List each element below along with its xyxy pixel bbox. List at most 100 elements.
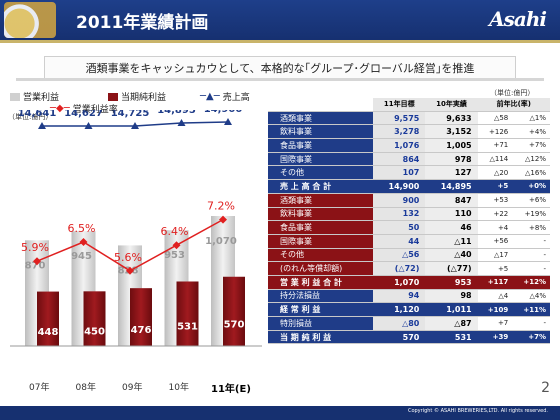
row-label: (のれん等償却額)	[268, 261, 374, 276]
table-row: 食品事業 1,076 1,005 +71 +7%	[268, 138, 550, 153]
row-label: 飲料事業	[268, 207, 374, 222]
row-label: 酒類事業	[268, 193, 374, 208]
row-diff: +39	[477, 330, 513, 345]
table-row: 経 常 利 益 1,120 1,011 +109 +11%	[268, 302, 550, 317]
row-pct: -	[512, 234, 550, 249]
row-label: 国際事業	[268, 152, 374, 167]
row-plan: 570	[373, 330, 426, 345]
page-title: 2011年業績計画	[76, 13, 209, 33]
row-plan: 1,070	[373, 275, 426, 290]
row-actual: 14,895	[425, 179, 478, 194]
sales-point	[131, 122, 139, 129]
legend-sales: ─▲─ 売上高	[200, 90, 250, 103]
op-margin-value-label: 7.2%	[207, 200, 235, 213]
row-pct: △12%	[512, 152, 550, 167]
row-label: 売 上 高 合 計	[268, 179, 374, 194]
row-actual: (△77)	[425, 261, 478, 276]
table-row: 酒類事業 900 847 +53 +6%	[268, 193, 550, 208]
row-plan: 132	[373, 207, 426, 222]
row-pct: △1%	[512, 111, 550, 126]
row-label: 飲料事業	[268, 124, 374, 140]
op-margin-point	[172, 241, 181, 250]
row-plan: 44	[373, 234, 426, 249]
row-pct: +12%	[512, 275, 550, 290]
row-plan: △80	[373, 316, 426, 331]
unit-right: （単位:億円）	[490, 89, 535, 97]
row-plan: 107	[373, 165, 426, 181]
banner-divider	[16, 78, 544, 81]
row-diff: +53	[477, 193, 513, 208]
row-actual: 3,152	[425, 124, 478, 140]
row-label: 酒類事業	[268, 111, 374, 126]
table-row: 国際事業 44 △11 +56-	[268, 234, 550, 249]
row-diff: +22	[477, 207, 513, 222]
header-plan: 11年目標	[373, 98, 426, 112]
row-pct: -	[512, 261, 550, 276]
row-actual: 46	[425, 220, 478, 235]
row-actual: 847	[425, 193, 478, 208]
table-row: その他 107 127 △20 △16%	[268, 165, 550, 181]
row-plan: 9,575	[373, 111, 426, 126]
net-income-value-label: 531	[177, 322, 198, 333]
row-plan: 1,076	[373, 138, 426, 153]
net-income-bar	[223, 276, 245, 346]
row-diff: +71	[477, 138, 513, 153]
x-axis-label: 08年	[75, 383, 96, 393]
row-diff: +7	[477, 316, 513, 331]
row-diff: +5	[477, 261, 513, 276]
row-diff: △114	[477, 152, 513, 167]
row-label: その他	[268, 248, 374, 263]
table-row: 飲料事業 132 110 +22 +19%	[268, 207, 550, 222]
row-pct: △16%	[512, 165, 550, 181]
row-pct: +19%	[512, 207, 550, 222]
row-plan: 50	[373, 220, 426, 235]
copyright: Copyright © ASAHI BREWERIES,LTD. All rig…	[407, 408, 548, 414]
strategy-banner: 酒類事業をキャッシュカウとして、本格的な｢グループ･グローバル経営｣を推進	[44, 56, 516, 80]
legend-op-profit-label: 営業利益	[23, 93, 60, 103]
op-profit-value-label: 1,070	[205, 236, 237, 247]
table-row: 酒類事業 9,575 9,633 △58 △1%	[268, 111, 550, 126]
row-plan: 864	[373, 152, 426, 167]
legend-sales-label: 売上高	[222, 93, 250, 103]
row-diff: △58	[477, 111, 513, 126]
row-plan: 1,120	[373, 302, 426, 317]
row-actual: 1,005	[425, 138, 478, 153]
sales-value-label: 14,900	[204, 110, 243, 115]
row-actual: 110	[425, 207, 478, 222]
row-pct: +0%	[512, 179, 550, 194]
row-pct: -	[512, 316, 550, 331]
x-axis-label: 11年(E)	[211, 384, 251, 395]
x-axis-label: 09年	[122, 383, 143, 393]
legend-op-margin: ─◆─ 営業利益率	[50, 102, 118, 115]
row-plan: 14,900	[373, 179, 426, 194]
legend-net-income: 当期純利益	[108, 90, 166, 103]
legend-op-profit: 営業利益	[10, 90, 59, 103]
sales-point	[38, 122, 46, 129]
op-margin-point	[219, 215, 227, 224]
row-actual: △87	[425, 316, 478, 331]
row-plan: 3,278	[373, 124, 426, 140]
legend-sales-marker: ─▲─	[200, 91, 220, 102]
row-actual: 1,011	[425, 302, 478, 317]
row-pct: +11%	[512, 302, 550, 317]
row-actual: 531	[425, 330, 478, 345]
op-margin-value-label: 5.9%	[21, 241, 49, 254]
footer-bar: Copyright © ASAHI BREWERIES,LTD. All rig…	[0, 406, 560, 420]
net-income-value-label: 476	[131, 325, 152, 336]
row-pct: +4%	[512, 124, 550, 140]
row-pct: +7%	[512, 330, 550, 345]
table-row: 持分法損益 94 98 △4 △4%	[268, 289, 550, 304]
row-plan: △56	[373, 248, 426, 263]
legend-net-income-swatch	[108, 92, 118, 101]
row-label: 食品事業	[268, 220, 374, 235]
row-label: 特別損益	[268, 316, 374, 331]
x-axis-label: 07年	[29, 383, 50, 393]
legend-op-margin-label: 営業利益率	[72, 105, 118, 115]
op-margin-value-label: 5.6%	[114, 251, 142, 264]
row-diff: +117	[477, 275, 513, 290]
row-diff: △4	[477, 289, 513, 304]
sales-value-label: 14,641	[18, 110, 57, 119]
row-actual: △40	[425, 248, 478, 263]
sales-value-label: 14,627	[64, 110, 103, 119]
x-axis-label: 10年	[168, 383, 189, 393]
